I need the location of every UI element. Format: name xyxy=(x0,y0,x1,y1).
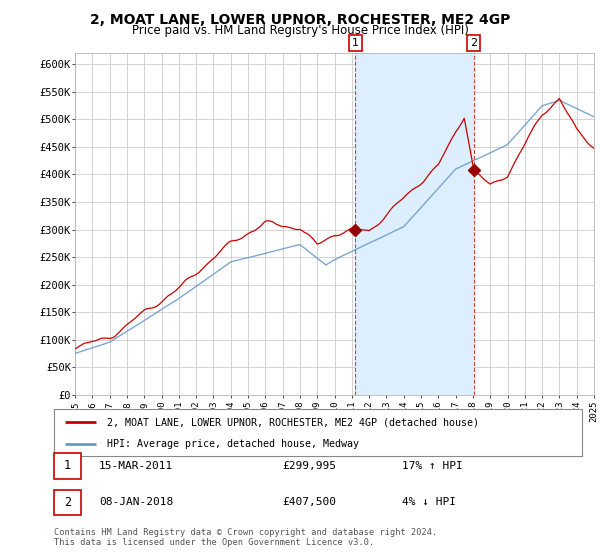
Text: 17% ↑ HPI: 17% ↑ HPI xyxy=(402,461,463,471)
Text: 2, MOAT LANE, LOWER UPNOR, ROCHESTER, ME2 4GP: 2, MOAT LANE, LOWER UPNOR, ROCHESTER, ME… xyxy=(90,13,510,27)
Text: Price paid vs. HM Land Registry's House Price Index (HPI): Price paid vs. HM Land Registry's House … xyxy=(131,24,469,36)
Text: 2: 2 xyxy=(470,38,478,48)
Text: 15-MAR-2011: 15-MAR-2011 xyxy=(99,461,173,471)
Text: 1: 1 xyxy=(64,459,71,473)
Text: Contains HM Land Registry data © Crown copyright and database right 2024.
This d: Contains HM Land Registry data © Crown c… xyxy=(54,528,437,547)
Text: 2: 2 xyxy=(64,496,71,509)
Bar xyxy=(355,53,474,395)
Text: HPI: Average price, detached house, Medway: HPI: Average price, detached house, Medw… xyxy=(107,439,359,449)
Text: 2, MOAT LANE, LOWER UPNOR, ROCHESTER, ME2 4GP (detached house): 2, MOAT LANE, LOWER UPNOR, ROCHESTER, ME… xyxy=(107,417,479,427)
Text: 4% ↓ HPI: 4% ↓ HPI xyxy=(402,497,456,507)
Text: 1: 1 xyxy=(352,38,359,48)
Text: £299,995: £299,995 xyxy=(282,461,336,471)
Text: £407,500: £407,500 xyxy=(282,497,336,507)
Text: 08-JAN-2018: 08-JAN-2018 xyxy=(99,497,173,507)
